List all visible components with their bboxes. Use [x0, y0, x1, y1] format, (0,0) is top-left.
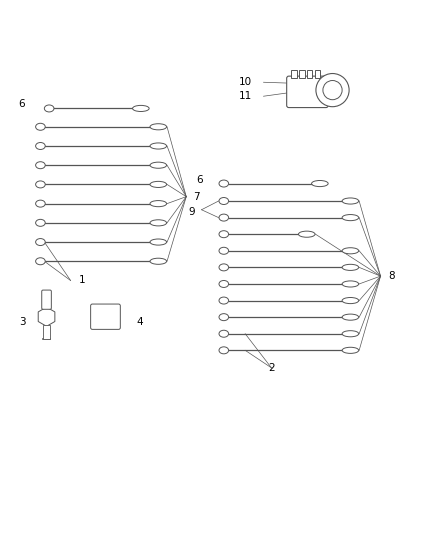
- Ellipse shape: [219, 198, 229, 205]
- Text: 10: 10: [239, 77, 252, 87]
- Text: 6: 6: [196, 175, 202, 185]
- Ellipse shape: [342, 297, 359, 304]
- Ellipse shape: [342, 281, 359, 287]
- FancyBboxPatch shape: [42, 290, 51, 309]
- Ellipse shape: [35, 220, 45, 227]
- Ellipse shape: [342, 348, 359, 353]
- Ellipse shape: [342, 330, 359, 337]
- Polygon shape: [38, 307, 55, 326]
- Ellipse shape: [342, 248, 359, 254]
- FancyBboxPatch shape: [91, 304, 120, 329]
- Text: 11: 11: [239, 91, 252, 101]
- Text: 6: 6: [18, 99, 25, 109]
- Text: 7: 7: [193, 192, 199, 201]
- Ellipse shape: [150, 239, 166, 245]
- Ellipse shape: [219, 264, 229, 271]
- Ellipse shape: [150, 143, 166, 149]
- Text: 9: 9: [188, 207, 195, 217]
- Ellipse shape: [35, 200, 45, 207]
- Ellipse shape: [219, 247, 229, 254]
- Ellipse shape: [35, 161, 45, 169]
- Ellipse shape: [150, 200, 166, 207]
- Circle shape: [323, 80, 342, 100]
- Circle shape: [316, 74, 349, 107]
- Bar: [43, 326, 49, 338]
- Ellipse shape: [150, 258, 166, 264]
- Ellipse shape: [35, 142, 45, 149]
- Ellipse shape: [342, 215, 359, 221]
- Ellipse shape: [35, 181, 45, 188]
- Text: 3: 3: [19, 317, 26, 327]
- Ellipse shape: [311, 181, 328, 187]
- Text: 4: 4: [136, 317, 143, 327]
- Bar: [314, 70, 320, 78]
- FancyBboxPatch shape: [287, 76, 328, 108]
- Ellipse shape: [298, 231, 315, 237]
- Ellipse shape: [219, 180, 229, 187]
- Ellipse shape: [219, 330, 229, 337]
- Ellipse shape: [150, 181, 166, 188]
- Ellipse shape: [219, 347, 229, 354]
- Bar: [291, 70, 297, 78]
- Ellipse shape: [133, 106, 149, 111]
- Ellipse shape: [150, 124, 166, 130]
- Ellipse shape: [35, 123, 45, 130]
- Ellipse shape: [219, 280, 229, 287]
- Ellipse shape: [150, 220, 166, 226]
- Ellipse shape: [219, 231, 229, 238]
- Ellipse shape: [150, 162, 166, 168]
- Ellipse shape: [342, 264, 359, 270]
- Ellipse shape: [219, 313, 229, 321]
- Ellipse shape: [44, 105, 54, 112]
- Ellipse shape: [219, 297, 229, 304]
- Ellipse shape: [342, 314, 359, 320]
- Text: 8: 8: [389, 271, 395, 281]
- Text: 1: 1: [79, 276, 86, 286]
- Ellipse shape: [35, 258, 45, 265]
- Ellipse shape: [35, 239, 45, 246]
- Bar: [307, 70, 312, 78]
- Bar: [299, 70, 304, 78]
- Ellipse shape: [219, 214, 229, 221]
- Ellipse shape: [342, 198, 359, 204]
- Text: 2: 2: [268, 363, 275, 373]
